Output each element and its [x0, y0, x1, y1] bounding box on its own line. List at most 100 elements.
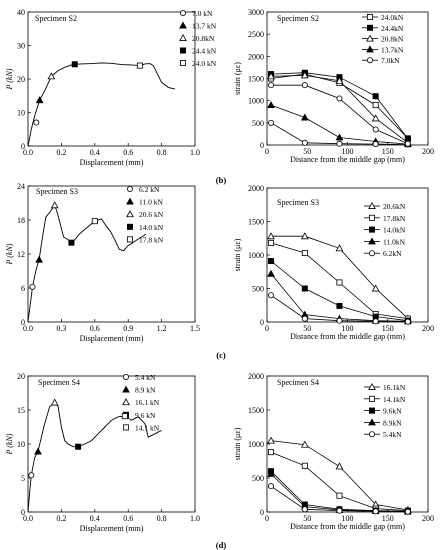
y-tick-label: 500	[252, 119, 264, 128]
y-tick-label: 500	[252, 285, 264, 294]
strain-data-point	[404, 140, 411, 147]
x-tick-label: 0.6	[123, 148, 133, 157]
y-tick-label: 3000	[248, 8, 264, 17]
strain-data-point	[372, 508, 379, 515]
x-tick-label: 0.0	[23, 514, 33, 523]
legend-label: 9.6 kN	[135, 411, 156, 420]
y-tick-label: 1500	[248, 218, 264, 227]
strain-series-line	[270, 470, 408, 512]
legend-label: 20.8kN	[192, 34, 215, 43]
x-tick-label: 0	[265, 324, 269, 333]
plot-frame	[266, 11, 429, 146]
legend-symbol	[368, 201, 376, 209]
legend-symbol	[368, 250, 375, 257]
y-tick-label: 0	[21, 318, 25, 327]
x-tick-label: 0.0	[23, 148, 33, 157]
strain-data-point	[268, 119, 275, 126]
y-tick-label: 0	[260, 141, 264, 150]
strain-data-point	[301, 462, 308, 469]
y-axis-title: strain (με)	[233, 238, 242, 271]
strain-data-point	[267, 469, 275, 477]
legend-label: 8.9 kN	[135, 386, 156, 395]
legend-label: 5.4kN	[383, 430, 402, 439]
y-tick-label: 1000	[248, 251, 264, 260]
legend-symbol	[126, 210, 134, 218]
strain-data-point	[404, 318, 411, 325]
legend-symbol	[123, 424, 130, 431]
x-tick-label: 200	[422, 514, 434, 523]
curve-marker	[47, 72, 56, 80]
y-tick-label: 18	[17, 216, 25, 225]
plot-frame	[27, 375, 196, 513]
strain-data-point	[300, 71, 309, 79]
y-tick-label: 15	[17, 406, 25, 415]
legend-label: 20.6 kN	[139, 210, 164, 219]
strain-data-point	[371, 114, 380, 122]
strain-data-point	[301, 249, 308, 256]
x-tick-label: 0	[265, 147, 269, 156]
curve-marker	[33, 119, 40, 126]
strain-data-point	[301, 285, 308, 292]
y-tick-label: 1500	[248, 406, 264, 415]
strain-data-point	[335, 244, 344, 252]
legend-label: 7.0kN	[381, 56, 400, 65]
y-tick-label: 0	[260, 318, 264, 327]
legend-symbol	[126, 197, 134, 205]
legend-label: 13.7kN	[381, 45, 404, 54]
x-tick-label: 1.0	[190, 148, 200, 157]
legend-symbol	[368, 237, 376, 245]
x-tick-label: 0.0	[23, 324, 33, 333]
curve-marker	[68, 239, 75, 246]
legend-label: 17.8kN	[383, 214, 406, 223]
strain-series-line	[270, 440, 408, 511]
curve-marker	[29, 283, 36, 290]
strain-data-point	[371, 284, 380, 292]
legend-label: 6.2kN	[383, 249, 402, 258]
strain-data-point	[300, 232, 309, 240]
x-tick-label: 0.4	[90, 514, 100, 523]
legend-label: 9.6kN	[383, 407, 402, 416]
strain-data-point	[301, 506, 308, 513]
legend-symbol	[127, 185, 134, 192]
y-tick-label: 20	[17, 372, 25, 381]
curve-marker	[71, 61, 78, 68]
curve-marker	[50, 398, 59, 406]
legend-label: 16.1 kN	[135, 398, 160, 407]
legend-symbol	[123, 373, 130, 380]
y-tick-label: 24	[17, 182, 25, 191]
y-tick-label: 40	[17, 8, 25, 17]
x-tick-label: 150	[382, 324, 394, 333]
legend-symbol	[368, 418, 376, 426]
curve-marker	[35, 96, 44, 104]
legend-label: 7.0 kN	[192, 9, 213, 18]
legend-label: 8.9kN	[383, 418, 402, 427]
legend-symbol	[366, 13, 373, 20]
strain-data-point	[301, 139, 308, 146]
y-tick-label: 1500	[248, 75, 264, 84]
legend-label: 24.0kN	[381, 13, 404, 22]
x-tick-label: 1.2	[157, 324, 167, 333]
legend-symbol	[368, 431, 375, 438]
x-tick-label: 0	[265, 514, 269, 523]
strain-data-point	[372, 102, 379, 109]
legend-label: 14.1kN	[383, 395, 406, 404]
strain-data-point	[300, 113, 309, 121]
y-axis-title: strain (με)	[233, 427, 242, 460]
strain-data-point	[404, 508, 411, 515]
x-axis-title: Distance from the middle gap (mm)	[290, 155, 405, 164]
strain-data-point	[336, 507, 343, 514]
strain-data-point	[336, 317, 343, 324]
legend-label: 6.2 kN	[139, 185, 160, 194]
strain-data-point	[268, 449, 275, 456]
strain-data-point	[336, 492, 343, 499]
curve-marker	[28, 472, 35, 479]
legend-label: 14.1 kN	[135, 423, 160, 432]
x-tick-label: 50	[303, 514, 311, 523]
x-tick-label: 0.2	[56, 148, 66, 157]
legend-symbol	[122, 385, 130, 393]
strain-data-point	[268, 82, 275, 89]
y-tick-label: 30	[17, 42, 25, 51]
strain-data-point	[336, 95, 343, 102]
strain-data-point	[268, 292, 275, 299]
